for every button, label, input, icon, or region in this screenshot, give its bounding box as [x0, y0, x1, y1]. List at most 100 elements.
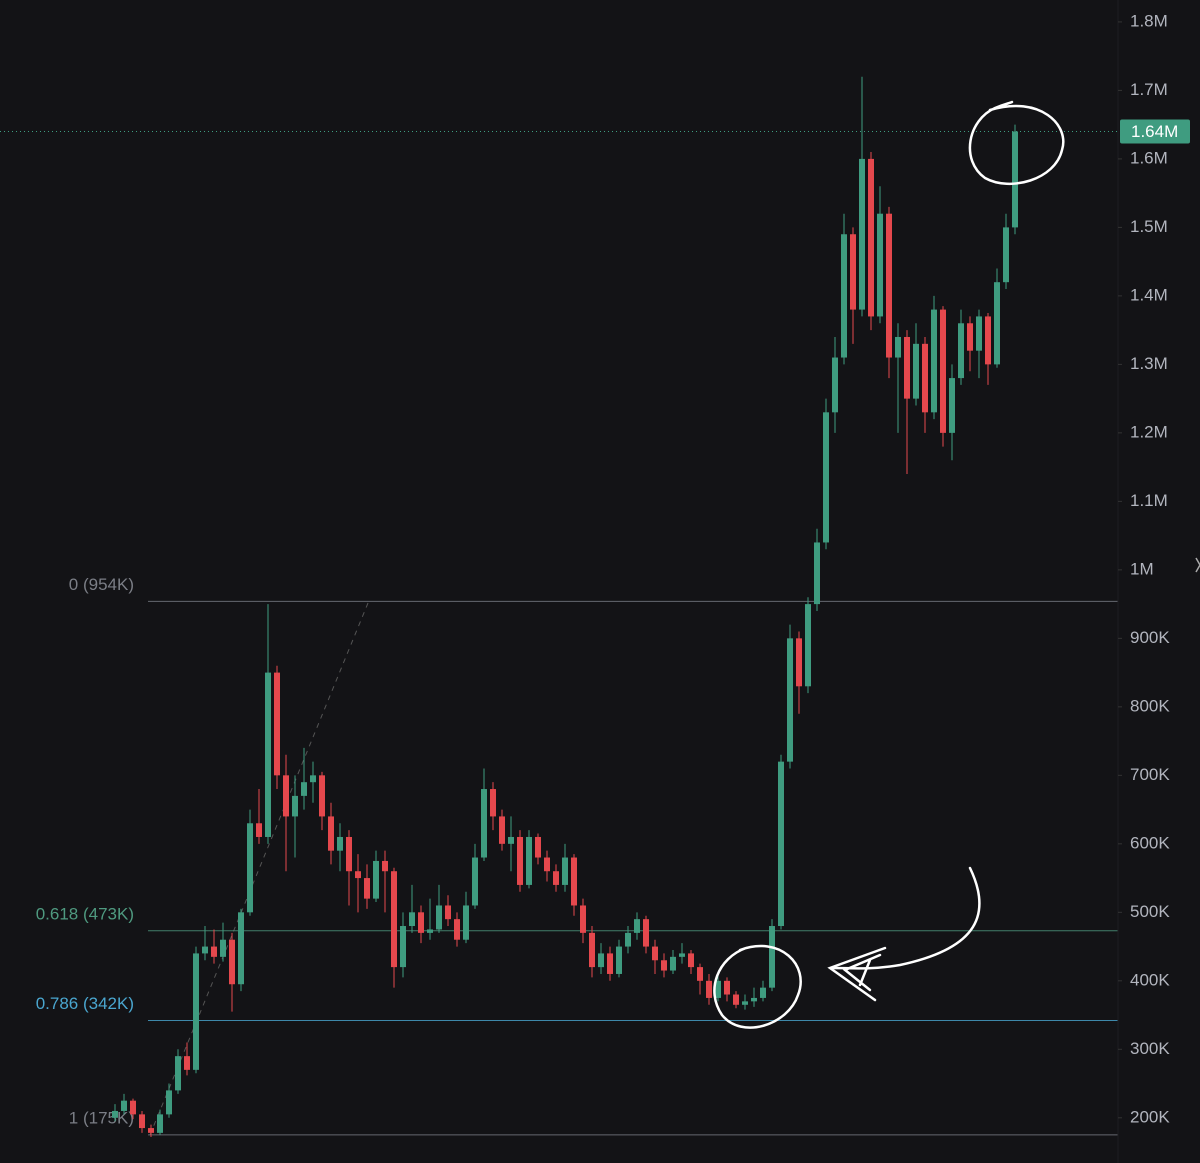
fib-level-label: 0 (954K)	[69, 575, 134, 594]
candle-body	[706, 980, 712, 998]
candle-body	[328, 816, 334, 851]
candle-body	[751, 997, 757, 1002]
candle-body	[877, 213, 883, 317]
candle-body	[472, 857, 478, 906]
candle-body	[463, 905, 469, 940]
candle-body	[400, 926, 406, 968]
candle-body	[409, 912, 415, 927]
candle-body	[967, 323, 973, 351]
candle-body	[553, 871, 559, 885]
y-tick-label: 1.6M	[1130, 148, 1168, 167]
candle-body	[148, 1128, 154, 1133]
candle-body	[535, 836, 541, 858]
candle-body	[517, 836, 523, 885]
candle-body	[319, 775, 325, 817]
candle-body	[643, 919, 649, 947]
y-tick-label: 1.8M	[1130, 11, 1168, 30]
y-tick-label: 200K	[1130, 1107, 1170, 1126]
candle-body	[382, 860, 388, 872]
candle-body	[256, 823, 262, 837]
candle-body	[607, 953, 613, 974]
candle-body	[724, 980, 730, 995]
candle-body	[139, 1114, 145, 1129]
candle-body	[130, 1100, 136, 1115]
candle-body	[490, 789, 496, 817]
candle-body	[598, 953, 604, 968]
candle-body	[589, 932, 595, 968]
last-price-label: 1.64M	[1131, 122, 1178, 141]
y-tick-label: 500K	[1130, 902, 1170, 921]
candle-body	[220, 939, 226, 957]
candle-body	[625, 932, 631, 947]
candle-body	[652, 946, 658, 961]
candle-body	[931, 309, 937, 413]
candles	[112, 76, 1018, 1137]
y-tick-label: 300K	[1130, 1039, 1170, 1058]
candle-body	[274, 672, 280, 776]
highlight-circle	[968, 100, 1065, 186]
candle-body	[679, 953, 685, 957]
candle-body	[868, 158, 874, 317]
candle-body	[832, 357, 838, 413]
candle-body	[292, 795, 298, 817]
candle-body	[805, 604, 811, 687]
candle-body	[391, 871, 397, 968]
candle-body	[184, 1056, 190, 1070]
candle-body	[526, 836, 532, 885]
candle-body	[373, 860, 379, 899]
candle-body	[121, 1100, 127, 1111]
candle-body	[454, 919, 460, 940]
candle-body	[760, 987, 766, 998]
y-tick-label: 1.7M	[1130, 80, 1168, 99]
candle-body	[364, 878, 370, 899]
candle-body	[886, 213, 892, 358]
candle-body	[796, 638, 802, 687]
candle-body	[1012, 131, 1018, 228]
candle-body	[508, 836, 514, 844]
last-price-box	[1120, 119, 1190, 144]
y-tick-label: 400K	[1130, 970, 1170, 989]
fib-level-label: 0.786 (342K)	[36, 994, 134, 1013]
annotations	[713, 100, 1065, 1029]
candle-body	[670, 956, 676, 971]
candle-body	[301, 782, 307, 796]
y-tick-label: 900K	[1130, 628, 1170, 647]
candle-body	[436, 905, 442, 930]
candle-body	[202, 946, 208, 954]
y-tick-label: 1.5M	[1130, 217, 1168, 236]
candle-body	[1003, 227, 1009, 283]
y-tick-label: 1M	[1130, 559, 1154, 578]
candle-body	[562, 857, 568, 885]
candle-body	[355, 871, 361, 879]
candle-body	[310, 775, 316, 783]
candle-body	[166, 1090, 172, 1115]
candle-body	[418, 912, 424, 933]
candle-body	[445, 905, 451, 920]
candle-body	[337, 836, 343, 851]
candle-body	[193, 953, 199, 1070]
candle-body	[841, 234, 847, 358]
arrow-head	[827, 946, 887, 1002]
candle-body	[229, 939, 235, 985]
candle-body	[949, 378, 955, 433]
candle-body	[895, 336, 901, 358]
candle-body	[634, 919, 640, 933]
candle-body	[283, 775, 289, 817]
candle-body	[661, 960, 667, 971]
candle-body	[733, 994, 739, 1005]
panel-toggle[interactable]	[1195, 557, 1200, 573]
candle-body	[211, 946, 217, 957]
candle-body	[427, 929, 433, 933]
candle-body	[814, 542, 820, 605]
candle-body	[940, 309, 946, 433]
candle-body	[238, 912, 244, 985]
candle-body	[481, 789, 487, 858]
candle-body	[922, 343, 928, 413]
candle-body	[697, 967, 703, 981]
y-tick-label: 600K	[1130, 833, 1170, 852]
candle-body	[544, 857, 550, 872]
candle-body	[976, 316, 982, 351]
candle-body	[769, 926, 775, 988]
